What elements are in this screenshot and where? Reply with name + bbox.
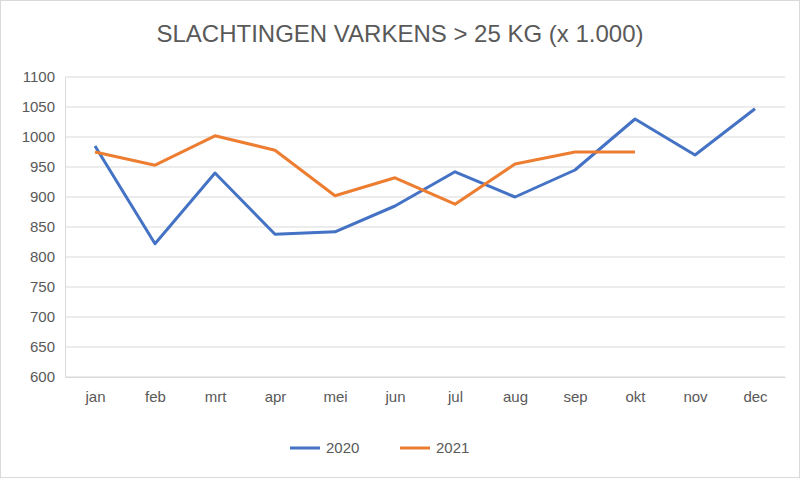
legend-item: 2021 [400,439,469,456]
legend-swatch [400,447,430,450]
chart: SLACHTINGEN VARKENS > 25 KG (x 1.000) 600… [0,0,800,478]
y-tick: 600 [30,368,65,385]
grid-line [65,197,785,198]
plot: 600 650 700 750 800 850 900 950 1000 1050 1100 jan f… [22,68,786,404]
legend-label: 2021 [436,439,469,456]
grid-line [65,257,785,258]
grid-line [65,317,785,318]
y-tick-label: 950 [30,158,55,175]
grid [65,77,785,377]
legend-item: 2020 [290,439,359,456]
x-tick-label: mrt [205,388,227,405]
x-tick-label: nov [683,388,708,405]
y-tick-label: 650 [30,338,55,355]
y-tick: 800 [30,248,65,265]
grid-line [65,347,785,348]
x-tick: jun [384,377,405,405]
x-tick-label: okt [625,388,646,405]
y-tick-label: 1050 [22,98,55,115]
x-tick: feb [145,377,166,405]
y-tick-label: 750 [30,278,55,295]
y-tick: 700 [30,308,65,325]
x-tick: okt [625,377,646,405]
x-tick-label: feb [145,388,166,405]
x-tick-label: mei [323,388,347,405]
x-tick: dec [743,377,768,405]
x-tick-label: apr [265,388,287,405]
x-tick: jan [84,377,105,405]
y-axis-line [65,78,66,378]
x-tick: apr [265,377,287,405]
x-tick-label: dec [743,388,768,405]
grid-line [65,227,785,228]
grid-line [65,77,785,78]
y-tick: 900 [30,188,65,205]
y-tick-label: 600 [30,368,55,385]
y-tick-label: 850 [30,218,55,235]
x-tick: sep [563,377,587,405]
y-tick-label: 800 [30,248,55,265]
y-axis: 600 650 700 750 800 850 900 950 1000 1050 1100 [22,68,66,385]
x-tick: nov [683,377,708,405]
legend-swatch [290,447,320,450]
y-tick: 1100 [23,68,65,85]
x-tick: mei [323,377,347,405]
grid-line [65,137,785,138]
y-tick-label: 900 [30,188,55,205]
x-tick-label: jan [84,388,105,405]
y-tick: 650 [30,338,65,355]
lines [95,109,755,244]
grid-line [65,107,785,108]
grid-line [65,377,785,378]
background [1,1,800,478]
x-tick-label: sep [563,388,587,405]
title: SLACHTINGEN VARKENS > 25 KG (x 1.000) [156,20,643,47]
series-line [95,109,755,244]
legend-label: 2020 [326,439,359,456]
y-tick-label: 700 [30,308,55,325]
legend: 2020 2021 [290,439,469,456]
x-tick-label: aug [503,388,528,405]
grid-line [65,287,785,288]
x-tick: jul [447,377,463,405]
x-tick-label: jul [447,388,463,405]
y-tick: 1000 [22,128,65,145]
x-tick-label: jun [384,388,405,405]
x-axis-line [66,377,786,378]
y-tick: 1050 [22,98,65,115]
y-tick: 950 [30,158,65,175]
x-axis: jan feb mrt apr mei jun jul aug sep okt nov dec [66,377,786,405]
series-line [95,136,635,204]
y-tick: 750 [30,278,65,295]
x-tick: aug [503,377,528,405]
y-tick-label: 1000 [22,128,55,145]
y-tick-label: 1100 [23,68,55,85]
y-tick: 850 [30,218,65,235]
x-tick: mrt [205,377,227,405]
grid-line [65,167,785,168]
